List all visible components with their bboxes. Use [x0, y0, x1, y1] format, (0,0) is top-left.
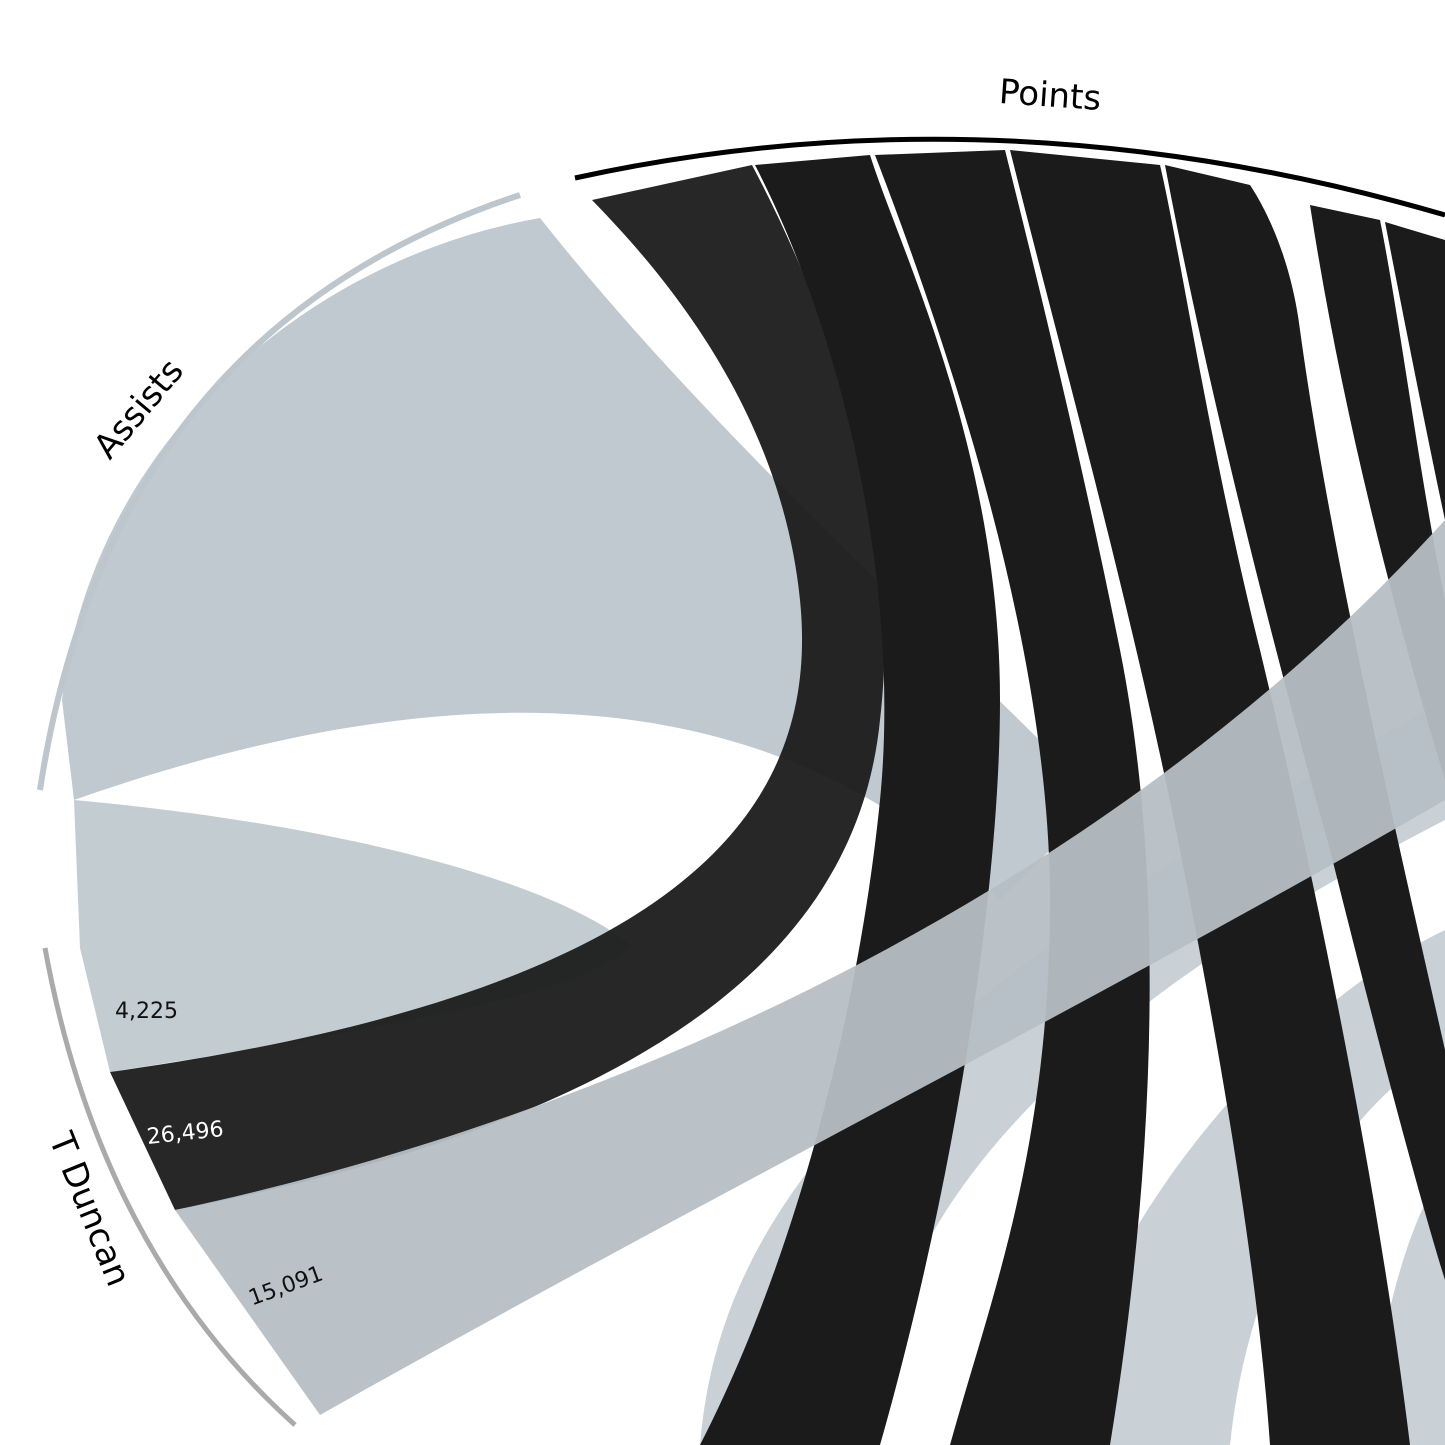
group-arc: [574, 136, 1445, 218]
value-label: 4,225: [115, 999, 178, 1024]
ribbon: [875, 150, 1150, 1445]
ribbon: [74, 800, 630, 1072]
ribbon: [175, 520, 1445, 1415]
group-label: Points: [998, 72, 1103, 119]
group-arc: [37, 192, 521, 791]
ribbon: [1385, 222, 1445, 520]
group-arc: [42, 947, 297, 1427]
ribbon: [110, 165, 885, 1210]
ribbon: [700, 155, 1000, 1445]
group-label: T Duncan: [40, 1126, 138, 1292]
